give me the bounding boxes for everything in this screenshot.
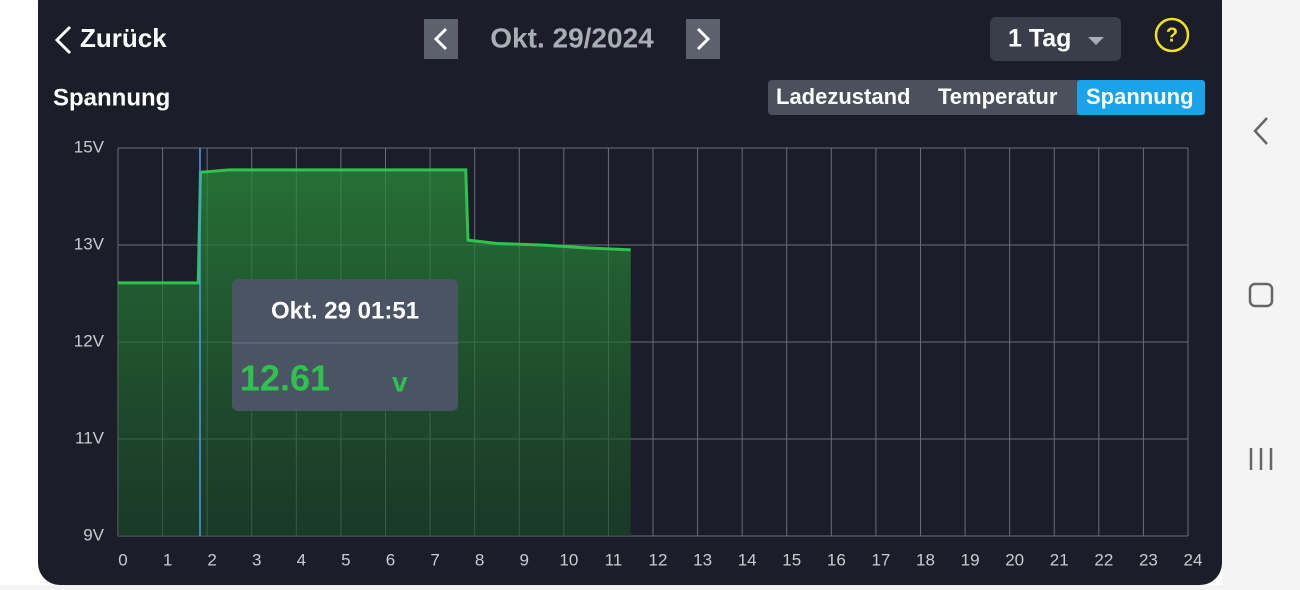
range-dropdown[interactable]: 1 Tag [990, 17, 1121, 61]
x-tick-label: 5 [341, 550, 350, 569]
y-tick-label: 11V [75, 428, 105, 447]
prev-arrow [433, 27, 448, 51]
date-label: Okt. 29/2024 [490, 22, 654, 53]
x-tick-label: 8 [475, 550, 484, 569]
next-day[interactable] [686, 19, 720, 59]
back-arrow [54, 25, 72, 55]
x-tick-label: 23 [1139, 550, 1158, 569]
x-tick-label: 21 [1050, 550, 1069, 569]
tooltip: Okt. 29 01:51 12.61 v [232, 279, 458, 411]
system-nav [1222, 0, 1300, 585]
y-tick-label: 15V [74, 137, 105, 156]
next-box [686, 19, 720, 59]
chart-title: Spannung [53, 84, 170, 111]
prev-day[interactable] [424, 19, 458, 59]
range-box [990, 17, 1121, 61]
x-tick-label: 16 [827, 550, 846, 569]
tab[interactable]: Temperatur [938, 84, 1058, 109]
x-tick-label: 13 [693, 550, 712, 569]
x-tick-label: 1 [163, 550, 172, 569]
x-tick-label: 6 [386, 550, 395, 569]
x-tick-label: 12 [649, 550, 668, 569]
x-tick-label: 10 [559, 550, 578, 569]
x-tick-label: 14 [738, 550, 757, 569]
tab-active-bg [1077, 80, 1205, 115]
x-tick-label: 17 [871, 550, 890, 569]
x-tick-label: 2 [207, 550, 216, 569]
back-label: Zurück [80, 23, 167, 53]
help-circle [1154, 17, 1190, 53]
x-tick-label: 0 [118, 550, 127, 569]
x-tick-label: 15 [782, 550, 801, 569]
y-tick-label: 9V [83, 525, 104, 544]
x-tick-label: 22 [1094, 550, 1113, 569]
nav-back[interactable] [1253, 117, 1268, 145]
x-tick-label: 3 [252, 550, 261, 569]
tab[interactable]: Spannung [1086, 84, 1194, 109]
nav-recent[interactable] [1249, 448, 1273, 470]
tab[interactable]: Ladezustand [776, 84, 910, 109]
next-arrow [696, 27, 711, 51]
x-tick-label: 24 [1184, 550, 1203, 569]
tooltip-time: Okt. 29 01:51 [271, 297, 419, 324]
x-tick-label: 9 [520, 550, 529, 569]
x-tick-label: 19 [961, 550, 980, 569]
nav-home[interactable] [1248, 282, 1274, 308]
x-tick-label: 7 [430, 550, 439, 569]
x-tick-label: 20 [1005, 550, 1024, 569]
y-tick-label: 13V [74, 234, 105, 253]
tooltip-box [232, 279, 458, 411]
x-tick-label: 11 [605, 550, 623, 569]
prev-box [424, 19, 458, 59]
x-tick-label: 18 [916, 550, 935, 569]
help-button[interactable]: ? [1154, 17, 1190, 53]
range-label: 1 Tag [1008, 25, 1071, 53]
help-label: ? [1166, 24, 1178, 46]
dropdown-caret [1088, 37, 1104, 45]
tooltip-value: 12.61 [240, 358, 330, 399]
x-tick-label: 4 [297, 550, 306, 569]
y-tick-label: 12V [74, 331, 105, 350]
back-button[interactable]: Zurück [54, 23, 167, 55]
tooltip-unit: v [392, 366, 408, 397]
